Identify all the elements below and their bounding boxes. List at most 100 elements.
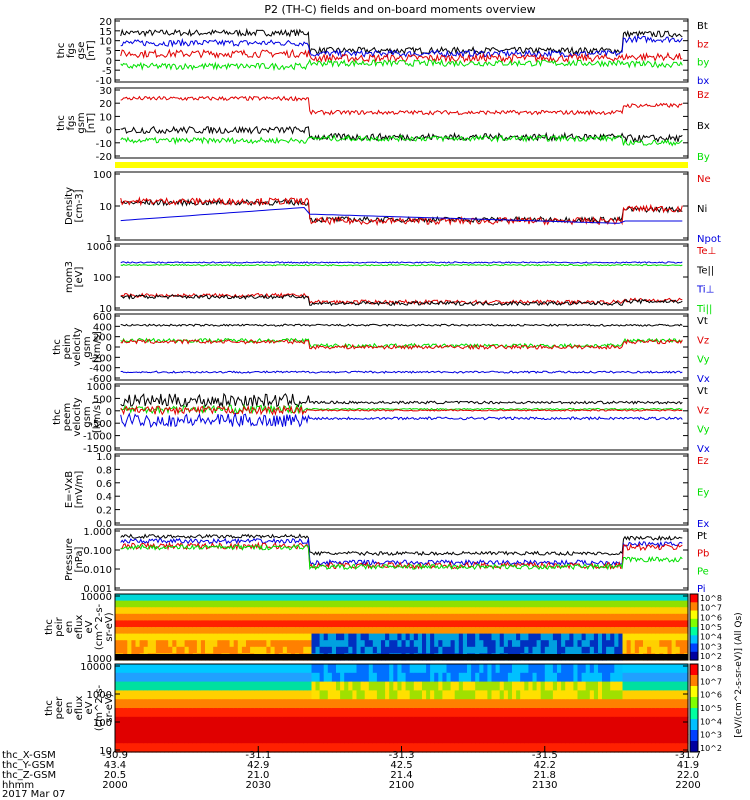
spectrogram-cell [221, 607, 227, 615]
y-tick-label: 5 [106, 47, 112, 58]
spectrogram-cell [344, 600, 349, 608]
legend-entry: by [697, 58, 709, 69]
spectrogram-cell [352, 699, 358, 709]
spectrogram-cell [168, 734, 173, 744]
spectrogram-cell [589, 716, 595, 727]
spectrogram-cell [626, 734, 632, 744]
spectrogram-cell [250, 613, 255, 621]
spectrogram-cell [483, 734, 489, 744]
y-tick-label: 10000 [80, 662, 112, 673]
spectrogram-cell [491, 600, 497, 608]
spectrogram-cell [430, 725, 435, 735]
spectrogram-cell [344, 620, 349, 628]
spectrogram-cell [544, 613, 550, 621]
spectrogram-cell [442, 594, 448, 602]
spectrogram-cell [262, 594, 267, 602]
spectrogram-cell [401, 640, 407, 648]
spectrogram-cell [622, 725, 628, 735]
spectrogram-cell [389, 664, 394, 674]
spectrogram-cell [192, 681, 198, 691]
spectrogram-cell [250, 734, 255, 744]
spectrogram-cell [237, 620, 243, 628]
spectrogram-cell [274, 640, 280, 648]
spectrogram-cell [442, 725, 448, 735]
spectrogram-cell [524, 607, 529, 615]
spectrogram-cell [200, 594, 206, 602]
spectrogram-cell [311, 672, 317, 683]
spectrogram-cell [250, 633, 255, 641]
spectrogram-cell [651, 734, 656, 744]
spectrogram-cell [139, 646, 145, 654]
spectrogram-cell [307, 633, 313, 641]
spectrogram-cell [409, 646, 415, 654]
series-group [120, 392, 683, 428]
spectrogram-cell [127, 725, 132, 735]
spectrogram-cell [233, 743, 239, 753]
spectrogram-cell [507, 627, 513, 635]
spectrogram-cell [581, 633, 587, 641]
spectrogram-cell [180, 699, 186, 709]
spectrogram-cell [229, 646, 235, 654]
spectrogram-cell [430, 594, 435, 602]
y-axis-label: gse [76, 42, 87, 60]
spectrogram-cell [258, 600, 263, 608]
spectrogram-cell [614, 681, 619, 691]
spectrogram-cell [614, 646, 619, 654]
spectrogram-cell [200, 600, 206, 608]
spectrogram-cell [647, 699, 652, 709]
colorbar-swatch [690, 686, 698, 698]
spectrogram-cell [356, 627, 362, 635]
spectrogram-cell [675, 613, 681, 621]
spectrogram-cell [471, 725, 476, 735]
spectrogram-cell [135, 633, 141, 641]
spectrogram-cell [565, 627, 570, 635]
spectrogram-cell [643, 725, 648, 735]
spectrogram-cell [495, 743, 501, 753]
spectrogram-cell [683, 633, 689, 641]
spectrogram-cell [270, 716, 276, 727]
spectrogram-cell [393, 708, 398, 718]
spectrogram-cell [327, 594, 333, 602]
spectrogram-cell [168, 594, 173, 602]
spectrogram-cell [544, 646, 550, 654]
spectrogram-cell [458, 699, 464, 709]
spectrogram-cell [683, 743, 689, 753]
spectrogram-cell [675, 620, 681, 628]
y-axis-label: Pressure [64, 538, 75, 581]
spectrogram-cell [683, 725, 689, 735]
spectrogram-cell [548, 664, 554, 674]
spectrogram-cell [180, 600, 186, 608]
spectrogram-cell [602, 607, 607, 615]
spectrogram-cell [503, 640, 509, 648]
spectrogram-cell [188, 734, 194, 744]
spectrogram-cell [381, 646, 386, 654]
spectrogram-cell [479, 620, 484, 628]
spectrogram-cell [659, 620, 664, 628]
spectrogram-cell [213, 607, 218, 615]
spectrogram-cell [503, 600, 509, 608]
spectrogram-cell [233, 600, 239, 608]
spectrogram-cell [315, 646, 321, 654]
spectrogram-cell [147, 640, 153, 648]
spectrogram-cell [422, 594, 427, 602]
spectrogram-cell [659, 725, 664, 735]
spectrogram-cell [188, 620, 194, 628]
spectrogram-cell [675, 664, 681, 674]
spectrogram-cell [241, 699, 247, 709]
spectrogram-cell [356, 613, 362, 621]
spectrogram-cell [622, 708, 628, 718]
spectrogram-cell [115, 734, 120, 744]
spectrogram-cell [659, 743, 664, 753]
spectrogram-cell [462, 594, 468, 602]
spectrogram-cell [606, 613, 611, 621]
spectrogram-cell [446, 600, 452, 608]
spectrogram-cell [475, 743, 480, 753]
spectrogram-cell [323, 708, 329, 718]
spectrogram-cell [491, 681, 497, 691]
spectrogram-cell [323, 646, 329, 654]
spectrogram-cell [507, 690, 513, 700]
spectrogram-cell [196, 640, 202, 648]
spectrogram-cell [634, 640, 640, 648]
spectrogram-cell [475, 716, 480, 727]
spectrogram-cell [319, 716, 325, 727]
